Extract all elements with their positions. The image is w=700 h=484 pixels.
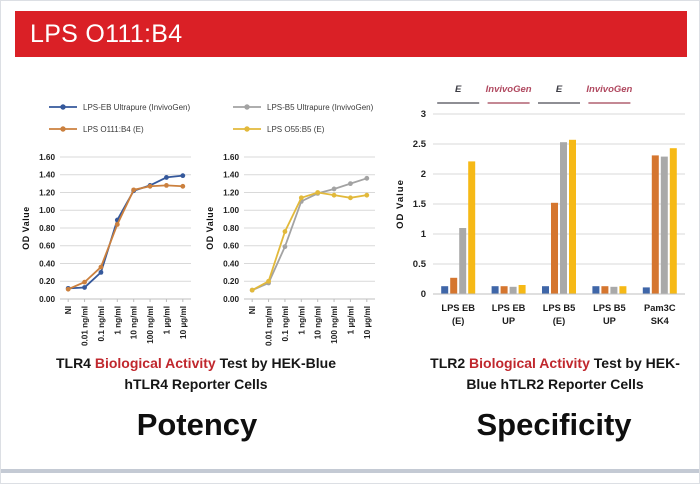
svg-text:1.60: 1.60	[223, 153, 239, 162]
svg-text:OD Value: OD Value	[205, 206, 215, 249]
svg-text:1.40: 1.40	[223, 171, 239, 180]
svg-text:1.20: 1.20	[39, 188, 55, 197]
potency-label: Potency	[136, 407, 258, 442]
svg-text:0.40: 0.40	[39, 259, 55, 268]
tlr4-caption-suffix: Test by HEK-Blue hTLR4 Reporter Cells	[124, 355, 337, 392]
svg-text:3: 3	[421, 109, 426, 120]
bar-chart-tlr2-specificity: 0 0.5 1 1.5 2 2.5 3 E InvivoGen E InvivoGen LPS EB(…	[395, 84, 685, 326]
svg-text:1.00: 1.00	[39, 206, 55, 215]
svg-text:LPS B5(E): LPS B5 (E)	[543, 303, 576, 326]
svg-text:LPS O55:B5 (E): LPS O55:B5 (E)	[267, 125, 325, 134]
svg-text:LPS EB(E): LPS EB (E)	[441, 303, 475, 326]
svg-text:1: 1	[421, 229, 427, 240]
svg-text:1.00: 1.00	[223, 206, 239, 215]
svg-text:0: 0	[421, 289, 426, 300]
svg-text:1.40: 1.40	[39, 171, 55, 180]
svg-text:100 ng/ml: 100 ng/ml	[330, 306, 339, 344]
svg-text:1.20: 1.20	[223, 188, 239, 197]
svg-text:10 ng/ml: 10 ng/ml	[314, 306, 323, 339]
svg-text:NI: NI	[248, 306, 257, 314]
svg-text:0.1 ng/ml: 0.1 ng/ml	[281, 306, 290, 342]
svg-text:0.80: 0.80	[39, 224, 55, 233]
svg-text:1 µg/ml: 1 µg/ml	[162, 306, 171, 334]
svg-text:OD Value: OD Value	[21, 206, 31, 249]
svg-text:0.00: 0.00	[223, 295, 239, 304]
svg-text:0.5: 0.5	[413, 259, 427, 270]
svg-text:1 ng/ml: 1 ng/ml	[297, 306, 306, 335]
specificity-label: Specificity	[476, 407, 632, 442]
svg-text:OD Value: OD Value	[395, 179, 406, 229]
svg-text:1 ng/ml: 1 ng/ml	[113, 306, 122, 335]
svg-text:10 µg/ml: 10 µg/ml	[363, 306, 372, 339]
svg-text:0.80: 0.80	[223, 224, 239, 233]
svg-text:InvivoGen: InvivoGen	[486, 84, 532, 95]
svg-text:LPS-B5 Ultrapure (InvivoGen): LPS-B5 Ultrapure (InvivoGen)	[267, 103, 374, 112]
svg-text:0.1 ng/ml: 0.1 ng/ml	[97, 306, 106, 342]
tlr2-caption-prefix: TLR2	[430, 355, 470, 371]
tlr4-caption: TLR4 Biological Activity Test by HEK-Blu…	[36, 353, 356, 395]
tlr4-caption-prefix: TLR4	[55, 355, 95, 371]
tlr2-caption: TLR2 Biological Activity Test by HEK-Blu…	[419, 353, 691, 395]
svg-text:NI: NI	[64, 306, 73, 314]
svg-text:E: E	[455, 84, 462, 95]
title-banner: LPS O111:B4	[15, 11, 687, 57]
svg-text:0.01 ng/ml: 0.01 ng/ml	[265, 306, 274, 346]
tlr2-caption-suffix: Test by HEK-Blue hTLR2 Reporter Cells	[466, 355, 680, 392]
svg-text:0.60: 0.60	[223, 242, 239, 251]
line-chart-lps-eb-tlr4: LPS-EB Ultrapure (InvivoGen) LPS O111:B4 …	[21, 103, 191, 346]
svg-text:InvivoGen: InvivoGen	[586, 84, 632, 95]
line-chart-lps-b5-tlr4: LPS-B5 Ultrapure (InvivoGen) LPS O55:B5 (…	[205, 103, 375, 346]
svg-text:LPS-EB Ultrapure (InvivoGen): LPS-EB Ultrapure (InvivoGen)	[83, 103, 190, 112]
tlr2-caption-highlight: Biological Activity	[469, 355, 590, 371]
svg-text:E: E	[556, 84, 563, 95]
svg-text:100 ng/ml: 100 ng/ml	[146, 306, 155, 344]
svg-text:2.5: 2.5	[413, 139, 427, 150]
svg-text:10 ng/ml: 10 ng/ml	[130, 306, 139, 339]
svg-text:1.60: 1.60	[39, 153, 55, 162]
svg-text:0.40: 0.40	[223, 259, 239, 268]
svg-text:0.60: 0.60	[39, 242, 55, 251]
svg-text:1 µg/ml: 1 µg/ml	[346, 306, 355, 334]
slide-bottom-border	[1, 469, 699, 473]
svg-text:0.20: 0.20	[223, 277, 239, 286]
svg-text:1.5: 1.5	[413, 199, 427, 210]
page-title: LPS O111:B4	[30, 19, 183, 48]
svg-text:0.20: 0.20	[39, 277, 55, 286]
svg-text:LPS O111:B4 (E): LPS O111:B4 (E)	[83, 125, 144, 134]
tlr4-caption-highlight: Biological Activity	[94, 355, 216, 371]
svg-text:2: 2	[421, 169, 426, 180]
svg-text:10 µg/ml: 10 µg/ml	[179, 306, 188, 339]
svg-text:0.00: 0.00	[39, 295, 55, 304]
svg-text:0.01 ng/ml: 0.01 ng/ml	[81, 306, 90, 346]
